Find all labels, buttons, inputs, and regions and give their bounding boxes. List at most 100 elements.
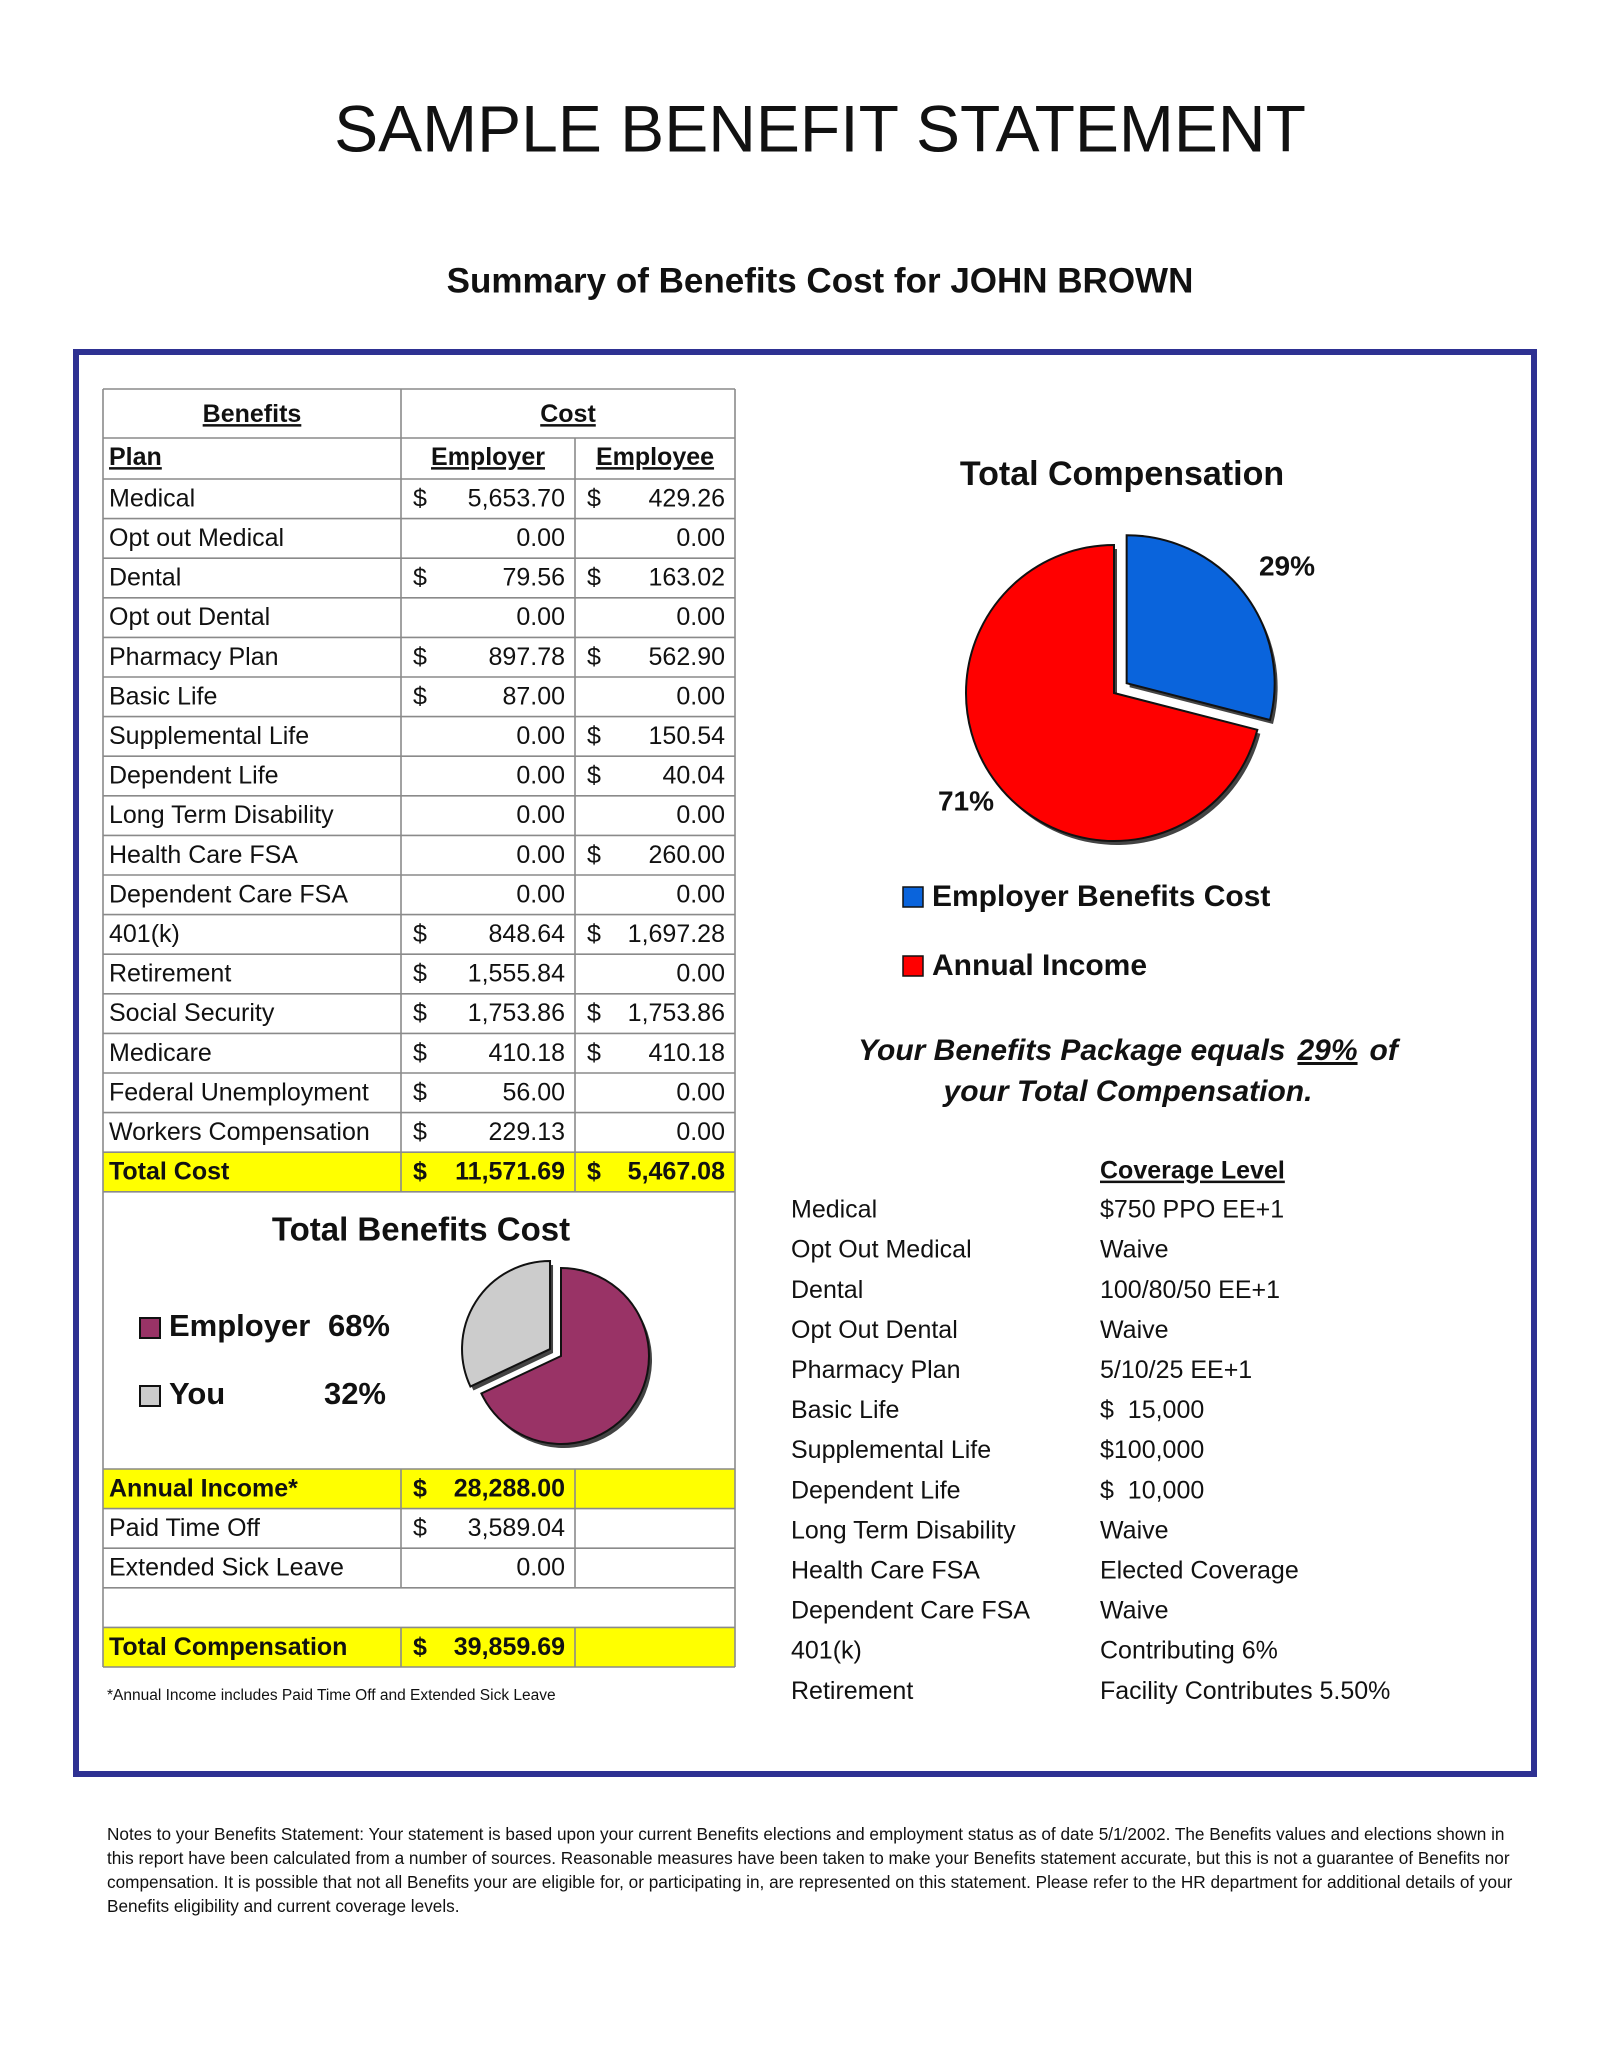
currency-sign: $: [587, 1158, 601, 1186]
notes: Notes to your Benefits Statement: Your s…: [107, 1824, 1513, 1916]
pie-label: 71%: [938, 785, 994, 816]
amount: 0.00: [676, 1118, 725, 1146]
legend-label: Employer: [169, 1308, 310, 1343]
plan-name: Social Security: [109, 999, 275, 1027]
plan-name: Long Term Disability: [109, 801, 334, 829]
plan-name: Medicare: [109, 1039, 212, 1067]
currency-sign: $: [413, 920, 427, 948]
coverage-plan: Dental: [791, 1276, 863, 1304]
coverage-heading: Coverage Level: [1100, 1157, 1285, 1185]
total-comp-label: Total Compensation: [109, 1633, 347, 1661]
coverage-plan: 401(k): [791, 1637, 862, 1665]
amount: 1,753.86: [628, 999, 725, 1027]
amount: 229.13: [489, 1118, 565, 1146]
amount: 0.00: [516, 1554, 565, 1582]
currency-sign: $: [587, 722, 601, 750]
coverage-level: Elected Coverage: [1100, 1557, 1299, 1585]
plan-name: Dependent Care FSA: [109, 880, 348, 908]
statement-part: 29%: [1297, 1034, 1358, 1067]
currency-sign: $: [413, 1078, 427, 1106]
coverage-level: $ 10,000: [1100, 1476, 1204, 1504]
amount: 3,589.04: [468, 1514, 565, 1542]
plan-name: Dependent Life: [109, 762, 279, 790]
amount: 0.00: [516, 762, 565, 790]
page-subtitle: Summary of Benefits Cost for JOHN BROWN: [447, 261, 1194, 300]
amount: 5,653.70: [468, 484, 565, 512]
coverage-level: Waive: [1100, 1597, 1169, 1625]
amount: 1,555.84: [468, 960, 565, 988]
coverage-level: $ 15,000: [1100, 1396, 1204, 1424]
legend-label: Employer Benefits Cost: [932, 880, 1270, 913]
coverage-plan: Supplemental Life: [791, 1436, 991, 1464]
coverage-level: $750 PPO EE+1: [1100, 1196, 1284, 1224]
amount: 39,859.69: [454, 1633, 565, 1661]
coverage-plan: Health Care FSA: [791, 1557, 980, 1585]
income-row-highlight: [103, 1469, 735, 1509]
coverage-plan: Opt Out Medical: [791, 1236, 972, 1264]
plan-name: Retirement: [109, 960, 231, 988]
plan-name: Extended Sick Leave: [109, 1554, 344, 1582]
coverage-level: Waive: [1100, 1236, 1169, 1264]
amount: 0.00: [676, 603, 725, 631]
page-title: SAMPLE BENEFIT STATEMENT: [334, 91, 1306, 165]
coverage-level: Facility Contributes 5.50%: [1100, 1677, 1390, 1705]
amount: 0.00: [516, 841, 565, 869]
pie-slice: [965, 543, 1259, 842]
amount: 0.00: [676, 1078, 725, 1106]
package-statement: Your Benefits Package equals 29% of: [858, 1034, 1401, 1067]
amount: 28,288.00: [454, 1474, 565, 1502]
currency-sign: $: [413, 1633, 427, 1661]
currency-sign: $: [413, 1474, 427, 1502]
amount: 410.18: [649, 1039, 725, 1067]
coverage-level: Contributing 6%: [1100, 1637, 1278, 1665]
coverage-plan: Medical: [791, 1196, 877, 1224]
legend-label: You: [169, 1376, 225, 1411]
currency-sign: $: [587, 841, 601, 869]
chart-title: Total Compensation: [960, 455, 1284, 493]
currency-sign: $: [413, 1039, 427, 1067]
amount: 56.00: [502, 1078, 565, 1106]
amount: 562.90: [649, 643, 725, 671]
plan-name: Workers Compensation: [109, 1118, 370, 1146]
pie-label: 29%: [1259, 550, 1315, 581]
plan-name: 401(k): [109, 920, 180, 948]
coverage-level: 5/10/25 EE+1: [1100, 1356, 1252, 1384]
amount: 0.00: [516, 801, 565, 829]
amount: 897.78: [489, 643, 565, 671]
summary-frame: [73, 349, 1537, 1777]
currency-sign: $: [587, 484, 601, 512]
chart-title: Total Benefits Cost: [272, 1211, 570, 1248]
currency-sign: $: [587, 762, 601, 790]
coverage-plan: Dependent Life: [791, 1476, 961, 1504]
amount: 260.00: [649, 841, 725, 869]
currency-sign: $: [587, 920, 601, 948]
header-benefits: Benefits: [203, 400, 302, 428]
plan-name: Pharmacy Plan: [109, 643, 279, 671]
amount: 0.00: [516, 880, 565, 908]
header-cost: Cost: [540, 400, 596, 428]
plan-name: Health Care FSA: [109, 841, 298, 869]
coverage-plan: Dependent Care FSA: [791, 1597, 1030, 1625]
amount: 429.26: [649, 484, 725, 512]
currency-sign: $: [413, 999, 427, 1027]
plan-name: Supplemental Life: [109, 722, 309, 750]
pie-slice: [480, 1266, 650, 1445]
amount: 79.56: [502, 564, 565, 592]
coverage-level: $100,000: [1100, 1436, 1204, 1464]
amount: 0.00: [676, 801, 725, 829]
currency-sign: $: [413, 484, 427, 512]
coverage-plan: Pharmacy Plan: [791, 1356, 961, 1384]
amount: 848.64: [489, 920, 566, 948]
header-plan: Plan: [109, 443, 162, 471]
footnote: *Annual Income includes Paid Time Off an…: [107, 1687, 556, 1704]
plan-name: Dental: [109, 564, 181, 592]
currency-sign: $: [413, 564, 427, 592]
coverage-level: 100/80/50 EE+1: [1100, 1276, 1280, 1304]
amount: 163.02: [649, 564, 725, 592]
pie-slice: [1125, 534, 1276, 722]
coverage-plan: Basic Life: [791, 1396, 899, 1424]
amount: 87.00: [502, 682, 565, 710]
coverage-plan: Long Term Disability: [791, 1516, 1016, 1544]
